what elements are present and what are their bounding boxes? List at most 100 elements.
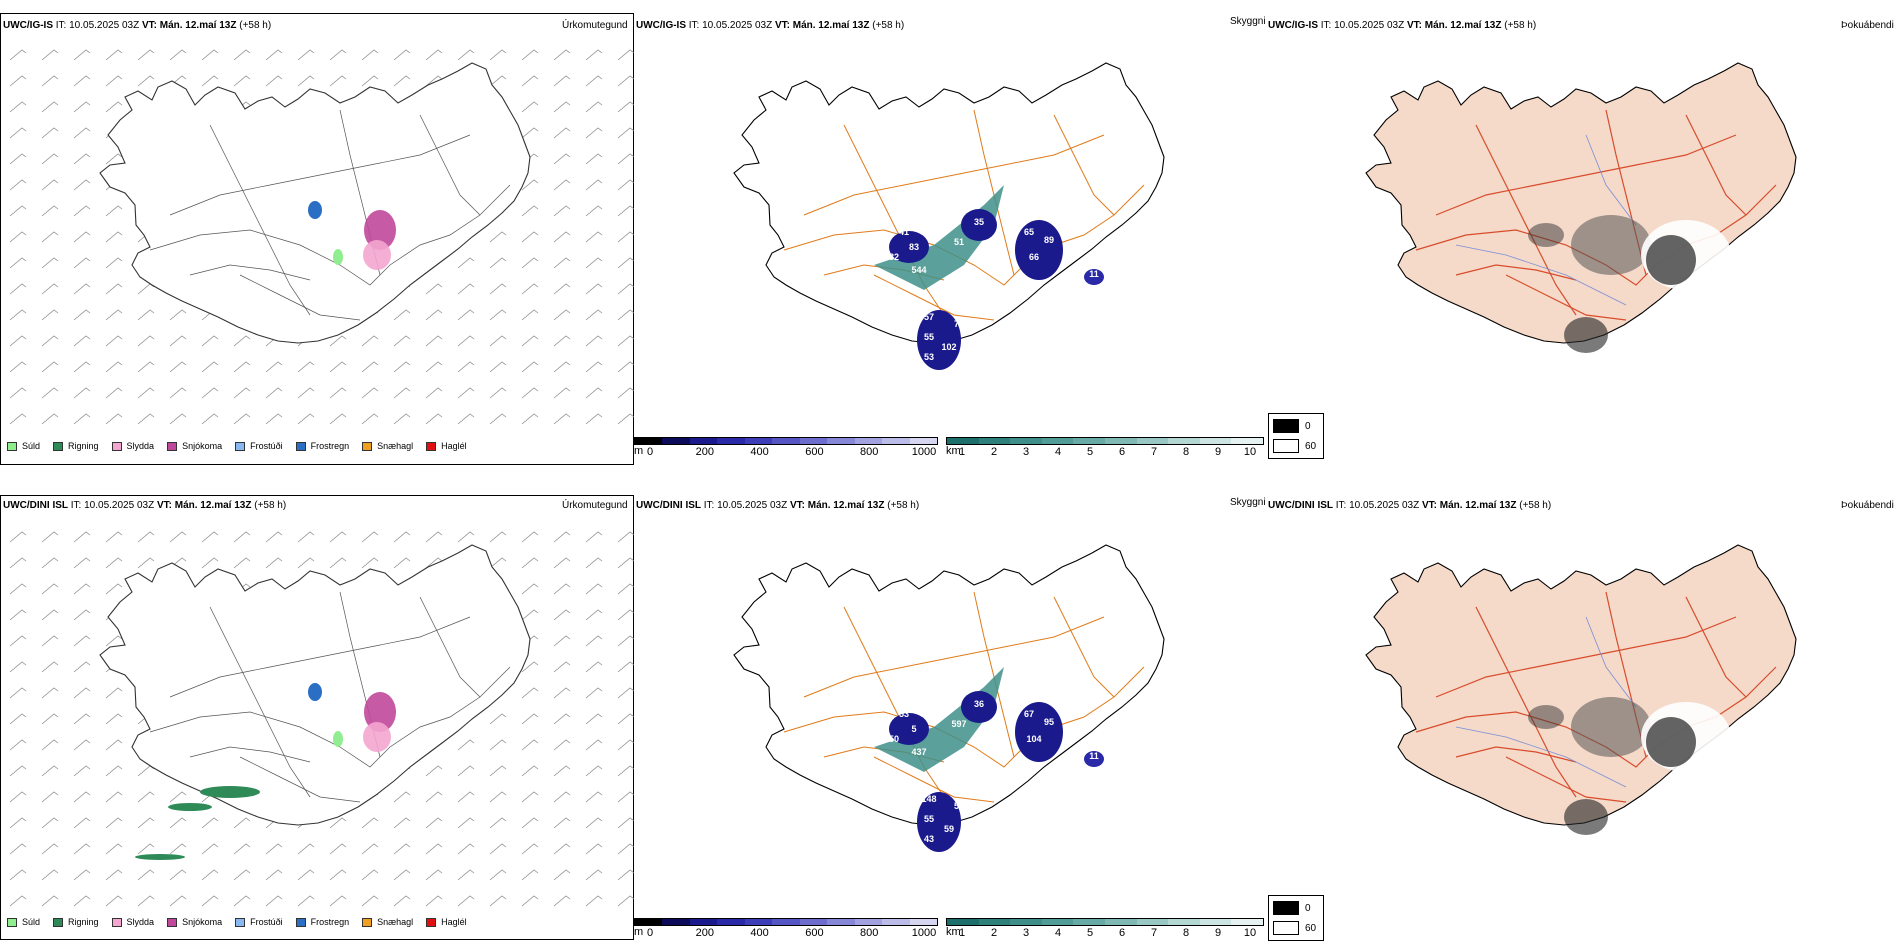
fog-legend-swatch [1273, 439, 1299, 453]
wind-barb [41, 843, 59, 855]
wind-barb [457, 413, 475, 425]
colorbar-segment [689, 438, 718, 444]
wind-barb [425, 765, 443, 777]
wind-barb [553, 635, 571, 647]
river-line [1585, 616, 1637, 708]
precip-legend-item: Snjókoma [167, 917, 222, 927]
wind-barb [553, 75, 571, 87]
colorbar-segment [909, 438, 937, 444]
wind-barb [521, 387, 539, 399]
wind-barb [457, 257, 475, 269]
precip-legend-item: Frostregn [295, 441, 349, 451]
cloudbase-area [1084, 269, 1104, 285]
wind-barb [425, 49, 443, 61]
wind-barb [457, 817, 475, 829]
fog-map [1365, 62, 1797, 353]
wind-barb [521, 413, 539, 425]
wind-barb [457, 49, 475, 61]
wind-barb [105, 361, 123, 373]
wind-barb [553, 765, 571, 777]
wind-barb [201, 843, 219, 855]
wind-barb [9, 687, 27, 699]
wind-barb [137, 75, 155, 87]
fog-panel-title: Þokuábendi [1841, 20, 1894, 31]
cloudbase-area [1015, 220, 1063, 280]
precip-legend-label: Frostúði [250, 917, 283, 927]
wind-barb [457, 895, 475, 907]
colorbar-segments [634, 918, 938, 926]
wind-barb [489, 791, 507, 803]
wind-barb [73, 713, 91, 725]
wind-barb [297, 361, 315, 373]
precip-map [9, 531, 634, 907]
wind-barb [137, 361, 155, 373]
precip-legend-swatch [295, 441, 306, 451]
wind-barb [137, 817, 155, 829]
cloudbase-value-label: 53 [899, 709, 909, 719]
precip-panel-title: Úrkomutegund [562, 20, 628, 31]
wind-barb [105, 413, 123, 425]
wind-barb [585, 583, 603, 595]
wind-barb [617, 557, 634, 569]
freezing-rain-area [308, 683, 322, 701]
wind-barb [489, 75, 507, 87]
wind-barb [9, 817, 27, 829]
wind-barb [105, 635, 123, 647]
wind-barb [521, 335, 539, 347]
wind-barb [457, 309, 475, 321]
cloudbase-value-label: 104 [1026, 734, 1041, 744]
wind-barb [329, 387, 347, 399]
wind-barb [41, 283, 59, 295]
wind-barb [361, 335, 379, 347]
wind-barb [105, 231, 123, 243]
cloudbase-value-label: 89 [1044, 235, 1054, 245]
wind-barb [393, 335, 411, 347]
colorbar-tick-label: 4 [1054, 927, 1062, 939]
cloud-panel-title: Skyggni [1230, 497, 1266, 508]
colorbar-segment [1073, 919, 1105, 925]
wind-barb [73, 817, 91, 829]
wind-barb [489, 387, 507, 399]
colorbar-unit: km [946, 926, 961, 938]
rain-area [168, 803, 212, 811]
wind-barb [9, 869, 27, 881]
precip-legend-item: Haglél [426, 917, 467, 927]
wind-barb [73, 791, 91, 803]
wind-barb [585, 387, 603, 399]
wind-barb [585, 765, 603, 777]
colorbar-tick-label: 10 [1243, 446, 1257, 458]
precip-legend-swatch [295, 917, 306, 927]
wind-barb [169, 387, 187, 399]
wind-barb [105, 895, 123, 907]
wind-barb [585, 179, 603, 191]
wind-barb [329, 869, 347, 881]
wind-barb [105, 791, 123, 803]
wind-barb [585, 531, 603, 543]
precip-legend-swatch [362, 441, 373, 451]
colorbar-segment [1010, 438, 1042, 444]
wind-barb [585, 635, 603, 647]
colorbar-unit: km [946, 445, 961, 457]
wind-barb [73, 661, 91, 673]
wind-barb [553, 361, 571, 373]
wind-barb [9, 283, 27, 295]
road-line [873, 756, 995, 803]
wind-barb [9, 739, 27, 751]
wind-barb [41, 127, 59, 139]
road-line [1685, 596, 1747, 698]
wind-barb [329, 817, 347, 829]
wind-barb [361, 387, 379, 399]
wind-barb [201, 335, 219, 347]
cloudbase-value-label: 66 [1029, 252, 1039, 262]
wind-barb [553, 687, 571, 699]
wind-barb [9, 231, 27, 243]
wind-barb [137, 531, 155, 543]
wind-barb [457, 387, 475, 399]
wind-barb [137, 335, 155, 347]
cloudbase-value-label: 53 [924, 352, 934, 362]
wind-barb [105, 75, 123, 87]
precip-legend-item: Súld [7, 441, 40, 451]
wind-barb [105, 765, 123, 777]
road-line [1505, 274, 1627, 321]
